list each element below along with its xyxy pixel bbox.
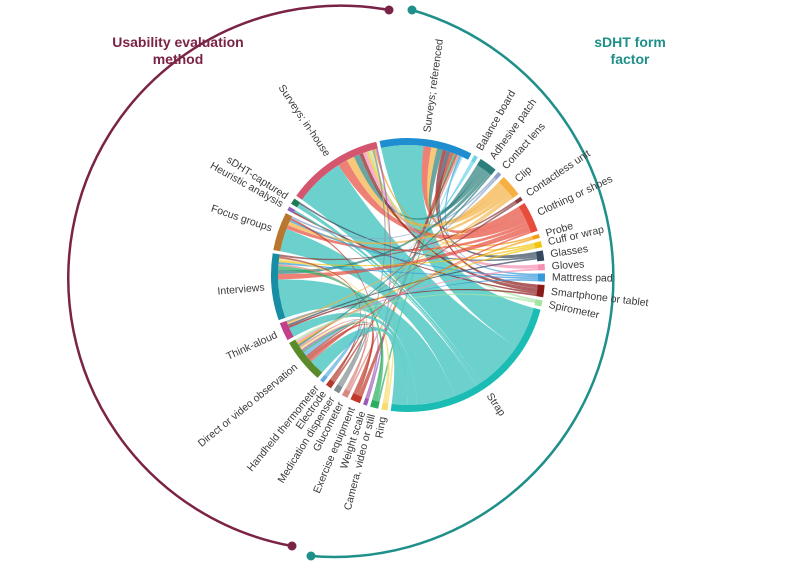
method-group-bracket [66,4,390,548]
arc-weight-scale [363,397,370,406]
label-interviews: Interviews [217,282,265,298]
ribbon-direct-or-video-observation-ring [300,321,389,403]
arc-clip [498,176,519,199]
arc-handheld-thermometer [320,374,328,383]
ribbon-focus-groups-exercise-equipment [290,218,374,396]
label-think-aloud: Think-aloud [224,329,279,363]
label-ring: Ring [373,416,389,439]
method-group-title: Usability evaluation [112,34,243,50]
ribbon-surveys-referenced-glucometer [348,154,460,392]
arc-electrode [325,379,335,389]
ribbon-interviews-adhesive-patch [278,171,490,274]
arc-interviews [271,253,286,321]
arc-smartphone-or-tablet [536,284,545,298]
ribbon-direct-or-video-observation-glucometer [299,318,369,390]
method-bracket-end-dot [384,5,394,15]
arc-ring [381,402,389,411]
ribbon-direct-or-video-observation-spirometer [295,293,536,342]
form-factor-group-title: factor [611,51,650,67]
ribbon-surveys-in-house-probe [374,149,533,247]
ribbon-direct-or-video-observation-medication-dispenser [295,315,366,386]
arc-cuff-or-wrap [533,241,543,249]
arc-glasses [535,250,545,262]
form-factor-group-title: sDHT form [594,34,666,50]
arc-contactless-unit [514,196,523,204]
ribbon-interviews-clothing-or-shoes [278,225,531,280]
arc-exercise-equipment [350,392,363,404]
arc-spirometer [534,299,543,307]
label-clip: Clip [513,164,535,185]
arc-adhesive-patch [476,158,496,176]
ribbon-surveys-in-house-strap [301,165,517,383]
arc-think-aloud [279,320,294,341]
arc-contact-lens [493,171,502,180]
method-group-title: method [153,51,204,67]
arc-direct-or-video-observation [289,339,323,378]
label-mattress-pad: Mattress pad [552,271,613,284]
form-factor-bracket-end-dot [306,551,316,561]
arc-balance-board [470,155,478,164]
label-gloves: Gloves [551,258,584,272]
arc-medication-dispenser [333,384,343,394]
label-surveys-in-house: Surveys; in-house [276,83,333,159]
arc-focus-groups [273,213,293,252]
arc-surveys-referenced [379,138,472,160]
arc-probe [532,233,540,240]
ribbon-direct-or-video-observation-handheld-thermometer [303,319,363,378]
ribbon-direct-or-video-observation-strap [311,326,408,405]
ribbon-surveys-referenced-clip [426,147,503,223]
ribbon-focus-groups-strap [280,228,476,397]
ribbon-interviews-mattress-pad [278,262,538,280]
label-strap: Strap [484,391,508,419]
arc-surveys-in-house [296,141,378,200]
form-factor-group-bracket [310,8,615,559]
arc-camera [370,399,380,409]
ribbon-direct-or-video-observation-camera [302,322,383,401]
chord-ribbons [278,144,538,405]
form-factor-bracket-end-dot [407,5,417,15]
ribbon-think-aloud-smartphone-or-tablet [288,288,537,329]
arc-heuristic-analysis [287,206,296,214]
segment-arcs [271,138,545,412]
label-focus-groups: Focus groups [209,203,273,235]
label-glasses: Glasses [550,243,589,260]
arc-strap [390,308,541,412]
arc-clothing-or-shoes [518,202,538,234]
arc-gloves [537,263,545,271]
arc-glucometer [341,388,351,398]
arc-mattress-pad [537,273,545,282]
method-bracket-end-dot [287,541,297,551]
label-surveys-referenced: Surveys; referenced [421,38,446,133]
arc-sdht-captured [291,198,301,208]
